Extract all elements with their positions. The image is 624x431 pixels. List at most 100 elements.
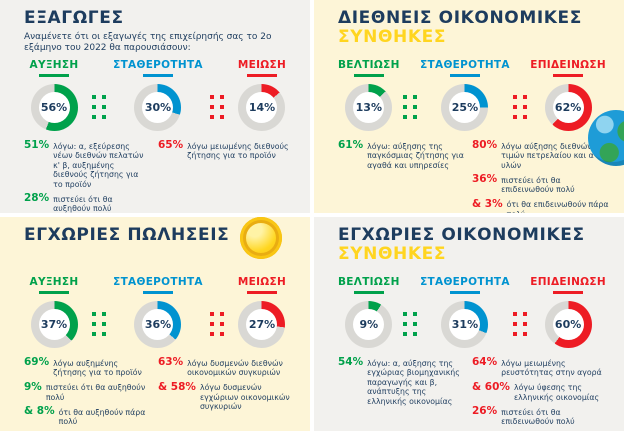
donut-chart-increase: 56% xyxy=(30,84,78,131)
panel-domestic-sales: ΕΓΧΩΡΙΕΣ ΠΩΛΗΣΕΙΣ ΑΥΞΗΣΗ 37% ΣΤΑΘΕΡΟΤΗΤΑ… xyxy=(0,217,310,431)
note-percent: & 3% xyxy=(472,197,503,210)
note-text: λόγω ύφεσης της ελληνικής οικονομίας xyxy=(513,383,600,402)
dotted-separator xyxy=(210,95,225,119)
column-decrease: ΜΕΙΩΣΗ 14% xyxy=(232,59,292,131)
note-text: ότι θα επιδεινωθούν πάρα πολύ xyxy=(506,200,609,213)
note-text: ότι θα αυξηθούν πάρα πολύ xyxy=(58,407,146,427)
notes-negative: 64% λόγω μειωμένης ρευστότητας στην αγορ… xyxy=(472,356,614,431)
dotted-separator xyxy=(402,95,417,119)
column-increase: ΑΥΞΗΣΗ 56% xyxy=(24,59,84,131)
note-text: λόγω μειωμένης διεθνούς ζήτησης για το π… xyxy=(187,141,289,161)
note: 80% λόγω αύξησης διεθνών τιμών πετρελαίο… xyxy=(472,139,612,170)
donut-value: 31% xyxy=(451,318,479,331)
panel-international-header: ΔΙΕΘΝΕΙΣ ΟΙΚΟΝΟΜΙΚΕΣ ΣΥΝΘΗΚΕΣ xyxy=(338,9,614,59)
notes: 69% λόγω αυξημένης ζήτησης για το προϊόν… xyxy=(24,356,300,431)
column-header-improvement: ΒΕΛΤΙΩΣΗ xyxy=(338,276,400,288)
donut-value: 36% xyxy=(144,318,172,331)
donut-value: 13% xyxy=(355,101,382,114)
column-header-stability: ΣΤΑΘΕΡΟΤΗΤΑ xyxy=(420,276,510,288)
column-deterioration: ΕΠΙΔΕΙΝΩΣΗ 60% xyxy=(530,276,606,348)
notes: 51% λόγω: α, εξεύρεσης νέων διεθνών πελα… xyxy=(24,139,300,214)
donut-value: 56% xyxy=(40,101,68,114)
header-underline xyxy=(246,291,277,294)
panel-domestic-sales-header: ΕΓΧΩΡΙΕΣ ΠΩΛΗΣΕΙΣ xyxy=(24,226,300,276)
note: & 3% ότι θα επιδεινωθούν πάρα πολύ xyxy=(472,197,612,213)
note-percent: 28% xyxy=(24,192,50,204)
column-deterioration: ΕΠΙΔΕΙΝΩΣΗ 62% xyxy=(530,59,606,131)
donut-row: ΒΕΛΤΙΩΣΗ 9% ΣΤΑΘΕΡΟΤΗΤΑ 31% ΕΠΙΔΕΙΝΩΣΗ 6 xyxy=(338,276,614,348)
panel-title: ΕΞΑΓΩΓΕΣ xyxy=(24,8,124,28)
note-text: λόγω: α, αύξησης της εγχώριας βιομηχανικ… xyxy=(367,358,460,406)
panel-title-line2: ΣΥΝΘΗΚΕΣ xyxy=(338,26,447,47)
note-percent: 9% xyxy=(24,380,42,393)
donut-row: ΒΕΛΤΙΩΣΗ 13% ΣΤΑΘΕΡΟΤΗΤΑ 25% ΕΠΙΔΕΙΝΩΣΗ xyxy=(338,59,614,131)
donut-chart-deterioration: 60% xyxy=(544,301,592,348)
column-stability: ΣΤΑΘΕΡΟΤΗΤΑ 25% xyxy=(420,59,510,131)
donut-row: ΑΥΞΗΣΗ 56% ΣΤΑΘΕΡΟΤΗΤΑ 30% ΜΕΙΩΣΗ 14% xyxy=(24,59,300,131)
header-underline xyxy=(353,74,384,77)
notes-positive: 51% λόγω: α, εξεύρεσης νέων διεθνών πελα… xyxy=(24,139,150,214)
dotted-separator xyxy=(91,95,106,119)
donut-chart-increase: 37% xyxy=(30,301,78,348)
column-stability: ΣΤΑΘΕΡΟΤΗΤΑ 30% xyxy=(113,59,203,131)
note-percent: & 60% xyxy=(472,380,510,393)
header-underline xyxy=(142,74,173,77)
column-stability: ΣΤΑΘΕΡΟΤΗΤΑ 31% xyxy=(420,276,510,348)
donut-value: 30% xyxy=(144,101,172,114)
column-improvement: ΒΕΛΤΙΩΣΗ 13% xyxy=(338,59,400,131)
column-increase: ΑΥΞΗΣΗ 37% xyxy=(24,276,84,348)
note-text: λόγω δυσμενών εγχώριων οικονομικών συγκυ… xyxy=(199,383,290,411)
panel-domestic-conditions-header: ΕΓΧΩΡΙΕΣ ΟΙΚΟΝΟΜΙΚΕΣ ΣΥΝΘΗΚΕΣ xyxy=(338,226,614,276)
note: & 60% λόγω ύφεσης της ελληνικής οικονομί… xyxy=(472,380,612,403)
donut-row: ΑΥΞΗΣΗ 37% ΣΤΑΘΕΡΟΤΗΤΑ 36% ΜΕΙΩΣΗ 27% xyxy=(24,276,300,348)
panel-title: ΕΓΧΩΡΙΕΣ ΠΩΛΗΣΕΙΣ xyxy=(24,225,230,245)
column-stability: ΣΤΑΘΕΡΟΤΗΤΑ 36% xyxy=(113,276,203,348)
note-text: λόγω αυξημένης ζήτησης για το προϊόν xyxy=(53,358,142,378)
panel-international-conditions: ΔΙΕΘΝΕΙΣ ΟΙΚΟΝΟΜΙΚΕΣ ΣΥΝΘΗΚΕΣ ΒΕΛΤΙΩΣΗ 1… xyxy=(314,0,624,213)
donut-chart-improvement: 9% xyxy=(345,301,393,348)
note-text: πιστεύει ότι θα επιδεινωθούν πολύ xyxy=(501,407,575,427)
column-header-stability: ΣΤΑΘΕΡΟΤΗΤΑ xyxy=(420,59,510,71)
note-text: πιστεύει ότι θα επιδεινωθούν πολύ xyxy=(501,175,575,195)
column-header-decrease: ΜΕΙΩΣΗ xyxy=(237,276,287,288)
donut-value: 25% xyxy=(451,101,479,114)
note: 54% λόγω: α, αύξησης της εγχώριας βιομηχ… xyxy=(338,356,464,406)
note: 61% λόγω: αύξησης της παγκόσμιας ζήτησης… xyxy=(338,139,464,170)
note-text: λόγω: α, εξεύρεσης νέων διεθνών πελατών … xyxy=(53,141,144,189)
notes: 54% λόγω: α, αύξησης της εγχώριας βιομηχ… xyxy=(338,356,614,431)
note: 26% πιστεύει ότι θα επιδεινωθούν πολύ xyxy=(472,405,612,427)
column-header-decrease: ΜΕΙΩΣΗ xyxy=(237,59,287,71)
note-percent: 65% xyxy=(158,139,184,151)
donut-chart-decrease: 14% xyxy=(238,84,286,131)
panel-title: ΕΓΧΩΡΙΕΣ ΟΙΚΟΝΟΜΙΚΕΣ xyxy=(338,225,585,245)
note-percent: 54% xyxy=(338,356,364,368)
note-percent: 69% xyxy=(24,356,50,368)
note-text: λόγω αύξησης διεθνών τιμών πετρελαίου κα… xyxy=(501,141,596,170)
notes-positive: 54% λόγω: α, αύξησης της εγχώριας βιομηχ… xyxy=(338,356,464,431)
donut-value: 37% xyxy=(40,318,68,331)
column-improvement: ΒΕΛΤΙΩΣΗ 9% xyxy=(338,276,400,348)
note-percent: & 58% xyxy=(158,380,196,393)
note-percent: 80% xyxy=(472,139,498,151)
donut-chart-stability: 25% xyxy=(441,84,489,131)
coin-icon xyxy=(240,217,282,259)
donut-chart-stability: 31% xyxy=(441,301,489,348)
note-percent: 63% xyxy=(158,356,184,368)
header-underline xyxy=(142,291,173,294)
donut-chart-deterioration: 62% xyxy=(544,84,592,131)
donut-chart-decrease: 27% xyxy=(238,301,286,348)
dotted-separator xyxy=(91,312,106,336)
dotted-separator xyxy=(513,312,528,336)
panel-title: ΔΙΕΘΝΕΙΣ ΟΙΚΟΝΟΜΙΚΕΣ xyxy=(338,8,582,28)
column-decrease: ΜΕΙΩΣΗ 27% xyxy=(232,276,292,348)
dotted-separator xyxy=(210,312,225,336)
note-text: λόγω μειωμένης ρευστότητας στην αγορά xyxy=(501,358,602,378)
header-underline xyxy=(246,74,277,77)
note-percent: 36% xyxy=(472,173,498,185)
header-underline xyxy=(39,74,69,77)
note: 9% πιστεύει ότι θα αυξηθούν πολύ xyxy=(24,380,150,403)
notes: 61% λόγω: αύξησης της παγκόσμιας ζήτησης… xyxy=(338,139,614,213)
note: 69% λόγω αυξημένης ζήτησης για το προϊόν xyxy=(24,356,150,378)
donut-chart-stability: 36% xyxy=(134,301,182,348)
note-text: πιστεύει ότι θα αυξηθούν πολύ xyxy=(53,194,113,214)
